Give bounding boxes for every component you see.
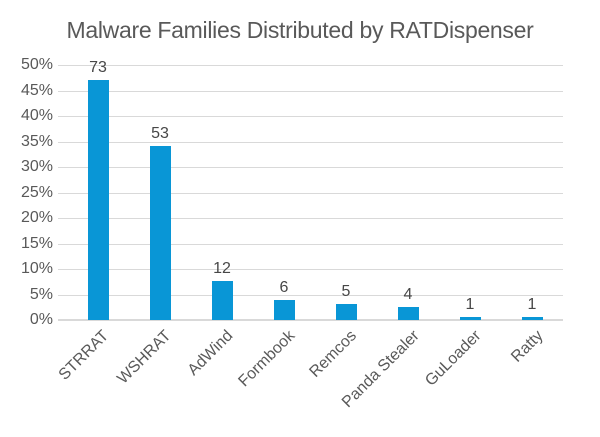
y-axis-tick-label: 5% — [29, 285, 53, 303]
y-axis-tick-label: 30% — [20, 158, 53, 175]
y-axis-tick-label: 10% — [20, 260, 53, 277]
x-axis-category-label: GuLoader — [421, 327, 485, 390]
y-gridline — [58, 167, 563, 168]
y-axis-tick-label: 20% — [20, 209, 53, 226]
x-axis-category-label: AdWind — [184, 327, 237, 379]
bar-value-label: 5 — [341, 282, 351, 300]
bar — [212, 280, 233, 320]
y-gridline — [58, 116, 563, 117]
bar-value-label: 73 — [89, 58, 107, 76]
bar — [460, 316, 481, 320]
y-gridline — [58, 243, 563, 245]
x-axis-category-label: STRRAT — [55, 327, 113, 384]
x-axis-category-label: WSHRAT — [114, 327, 175, 388]
y-axis-tick-label: 45% — [20, 81, 53, 99]
bar-value-label: 1 — [527, 295, 537, 313]
y-axis-tick-label: 25% — [20, 183, 53, 201]
bar — [522, 316, 543, 320]
bar-value-label: 53 — [151, 124, 169, 142]
x-axis-category-label: Remcos — [306, 327, 361, 381]
y-axis-tick-label: 0% — [29, 311, 53, 328]
bar-value-label: 4 — [403, 285, 413, 303]
bar — [88, 79, 109, 320]
bar-value-label: 6 — [279, 279, 289, 297]
x-axis-category-label: Formbook — [235, 327, 299, 391]
y-gridline — [58, 269, 563, 270]
bar — [398, 306, 419, 320]
y-gridline — [58, 90, 563, 92]
y-gridline — [58, 141, 563, 143]
y-gridline — [58, 65, 563, 66]
bar — [274, 300, 295, 320]
y-axis-tick-label: 35% — [20, 132, 53, 150]
chart-title: Malware Families Distributed by RATDispe… — [66, 17, 534, 43]
bar-value-label: 12 — [213, 259, 231, 277]
bar-value-label: 1 — [465, 295, 475, 313]
y-gridline — [58, 218, 563, 219]
bar — [336, 303, 357, 320]
y-gridline — [58, 294, 563, 296]
y-gridline — [58, 192, 563, 194]
y-axis-tick-label: 50% — [20, 56, 53, 73]
y-axis-tick-label: 15% — [20, 234, 53, 252]
y-axis-tick-label: 40% — [20, 107, 53, 124]
x-axis-category-label: Ratty — [507, 327, 547, 366]
x-axis-line — [58, 319, 563, 321]
bar — [150, 145, 171, 320]
